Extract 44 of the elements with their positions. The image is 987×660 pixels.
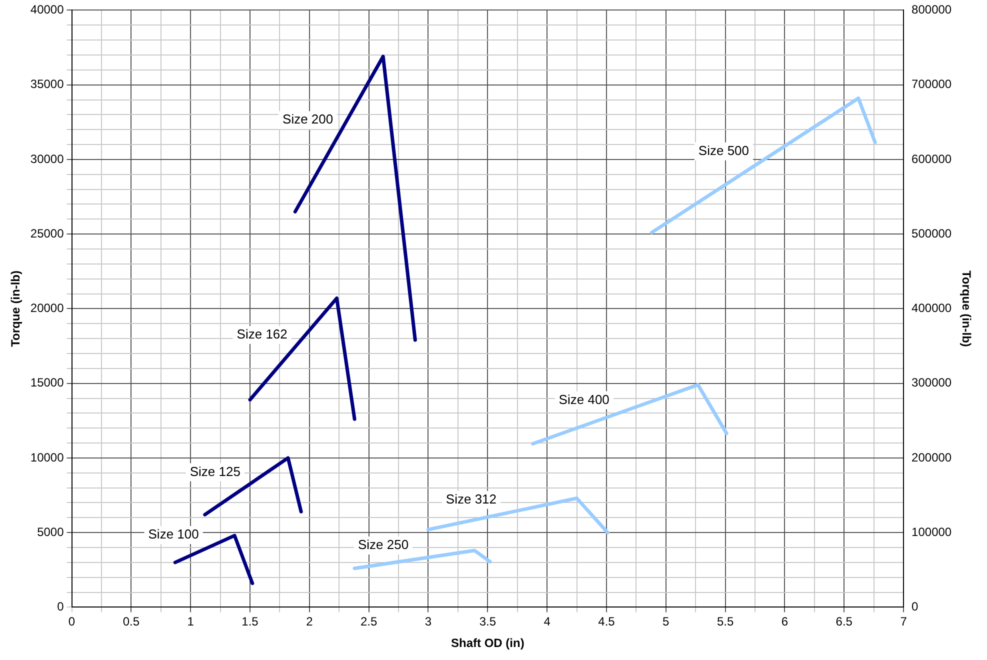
series-label: Size 162 xyxy=(236,326,288,342)
x-tick-label: 1 xyxy=(187,614,194,629)
x-tick-label: 5 xyxy=(662,614,670,629)
x-tick-label: 2.5 xyxy=(360,614,378,629)
y-tick-label: 0 xyxy=(57,600,64,614)
y-tick-label: 20000 xyxy=(30,301,64,316)
y2-tick-label: 100000 xyxy=(912,524,952,539)
y2-tick-label: 700000 xyxy=(912,77,952,92)
y2-tick-label: 400000 xyxy=(912,301,952,316)
y-tick-label: 30000 xyxy=(30,152,64,166)
y2-tick-label: 800000 xyxy=(912,2,952,17)
x-axis-title: Shaft OD (in) xyxy=(451,636,524,650)
x-tick-label: 3.5 xyxy=(479,614,496,629)
x-tick-label: 0 xyxy=(68,614,76,629)
y-tick-label: 40000 xyxy=(30,2,64,17)
series-label: Size 100 xyxy=(148,526,199,542)
y2-tick-label: 300000 xyxy=(912,376,952,390)
x-tick-label: 3 xyxy=(424,614,432,629)
x-tick-label: 5.5 xyxy=(716,614,734,629)
y-tick-label: 15000 xyxy=(30,376,64,390)
series-label: Size 250 xyxy=(358,537,409,552)
y-tick-label: 10000 xyxy=(30,450,64,464)
y-tick-label: 35000 xyxy=(30,77,64,92)
x-tick-label: 6 xyxy=(781,614,788,629)
series-label: Size 125 xyxy=(190,464,240,479)
x-tick-label: 6.5 xyxy=(836,614,853,629)
x-tick-label: 0.5 xyxy=(122,614,140,629)
y-axis-title: Torque (in-lb) xyxy=(8,270,23,347)
x-tick-label: 4.5 xyxy=(598,614,616,629)
x-tick-label: 1.5 xyxy=(242,614,259,629)
series-label: Size 312 xyxy=(446,491,497,506)
y-tick-label: 5000 xyxy=(37,524,64,539)
series-label: Size 500 xyxy=(698,143,750,158)
y2-tick-label: 500000 xyxy=(912,226,952,240)
y2-tick-label: 200000 xyxy=(912,450,952,464)
series-label: Size 400 xyxy=(558,392,610,407)
x-tick-label: 2 xyxy=(306,614,314,629)
x-tick-label: 7 xyxy=(900,614,908,629)
y2-tick-label: 0 xyxy=(912,600,919,614)
series-label: Size 200 xyxy=(282,112,334,127)
x-tick-label: 4 xyxy=(544,614,551,629)
y2-tick-label: 600000 xyxy=(912,152,952,166)
y-tick-label: 25000 xyxy=(30,226,64,240)
y2-axis-title: Torque (in-lb) xyxy=(959,270,974,347)
